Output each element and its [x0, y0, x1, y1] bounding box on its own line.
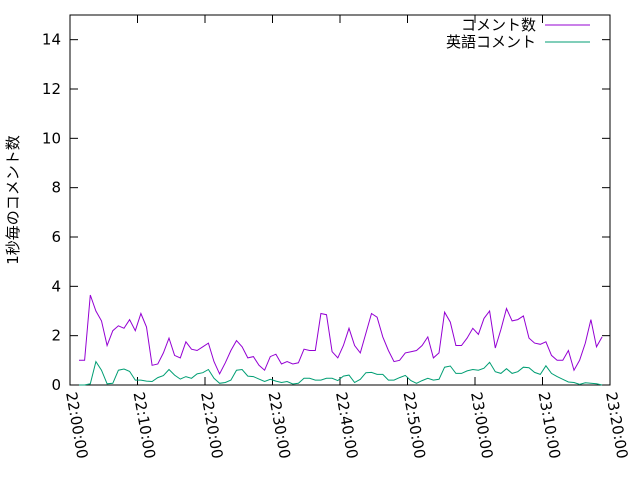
ticks: 0 2 4 6 8 10 12 14 22:00:00 22:10:00 22:20:00 22:30…	[42, 15, 632, 460]
x-tick-label: 22:20:00	[197, 391, 226, 460]
y-tick-label: 12	[42, 80, 61, 98]
legend-label: コメント数	[461, 16, 536, 34]
y-tick-label: 10	[42, 129, 61, 147]
series-line-2	[79, 362, 602, 385]
x-tick-label: 22:30:00	[265, 391, 294, 460]
x-tick-label: 22:40:00	[332, 391, 361, 460]
y-axis-label: 1秒毎のコメント数	[4, 135, 22, 265]
y-tick-label: 0	[51, 376, 61, 394]
series-line-1	[79, 295, 602, 374]
x-tick-label: 22:00:00	[62, 391, 91, 460]
x-tick-label: 22:50:00	[400, 391, 429, 460]
y-tick-label: 6	[51, 228, 61, 246]
y-tick-label: 4	[51, 277, 61, 295]
axes	[70, 15, 610, 385]
x-tick-label: 23:00:00	[467, 391, 496, 460]
series-lines	[79, 295, 602, 385]
x-tick-label: 23:10:00	[535, 391, 564, 460]
x-tick-label: 22:10:00	[130, 391, 159, 460]
y-tick-label: 2	[51, 327, 61, 345]
plot-frame	[70, 15, 610, 385]
y-tick-label: 8	[51, 179, 61, 197]
y-tick-label: 14	[42, 31, 61, 49]
legend-label: 英語コメント	[446, 33, 536, 51]
x-tick-label: 23:20:00	[602, 391, 631, 460]
